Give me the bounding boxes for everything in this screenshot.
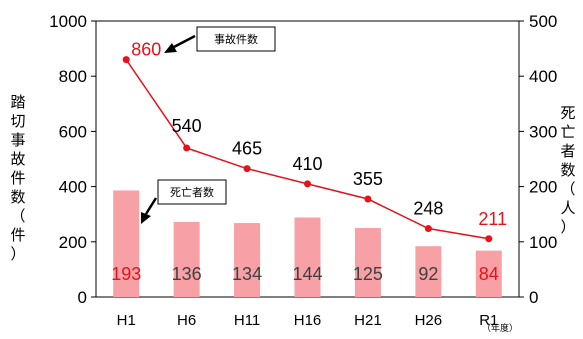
axis-title-char: 切 (10, 112, 25, 130)
right-tick-label-1: 100 (529, 233, 557, 252)
bar-data-labels: 193 136 134 144 125 92 84 (111, 264, 499, 284)
axis-title-char: 人 (560, 199, 575, 217)
line-label-3: 410 (292, 154, 322, 174)
right-tick-label-0: 0 (529, 288, 538, 307)
bar-label-3: 144 (292, 264, 322, 284)
axis-title-char: 亡 (560, 123, 575, 141)
axis-title-char: 件 (10, 169, 25, 187)
line-point-5 (424, 225, 432, 233)
callout-arrowhead-accidents (164, 43, 177, 53)
category-label-6: R1 (479, 312, 498, 329)
bar-label-5: 92 (418, 264, 438, 284)
y-axis-right-title: 死亡者数（人） (560, 104, 575, 236)
category-label-5: H26 (415, 312, 443, 329)
callout-box-accidents (196, 26, 276, 52)
line-point-3 (304, 180, 311, 188)
category-label-3: H16 (294, 312, 322, 329)
right-tick-label-3: 300 (529, 122, 557, 141)
bar-5 (415, 246, 442, 297)
bar-0 (113, 190, 140, 297)
category-label-4: H21 (354, 312, 382, 329)
line-label-1: 540 (172, 116, 202, 136)
callout-box-deaths (157, 179, 227, 205)
left-tick-label-3: 600 (59, 122, 87, 141)
axis-title-char: （ (10, 207, 25, 225)
axis-title-char: 故 (10, 150, 25, 168)
line-point-0 (122, 56, 130, 64)
bar-4 (354, 228, 381, 297)
x-unit-label: （年度） (482, 322, 518, 334)
left-tick-label-5: 1000 (49, 12, 87, 31)
line-label-2: 465 (232, 139, 262, 159)
axis-title-char: 件 (10, 226, 25, 244)
bar-1 (173, 221, 200, 297)
y-axis-left-title: 踏切事故件数（件） (10, 93, 25, 263)
axis-title-char: 事 (10, 131, 25, 149)
left-tick-label-0: 0 (78, 288, 87, 307)
line-point-1 (183, 144, 191, 152)
axis-title-char: （ (560, 180, 575, 198)
callout-text-accidents: 事故件数 (214, 32, 258, 46)
right-tick-label-4: 400 (529, 67, 557, 86)
right-tick-label-5: 500 (529, 12, 557, 31)
category-label-0: H1 (117, 312, 136, 329)
legend-callout-deaths: 死亡者数 (141, 179, 227, 224)
axis-title-char: 者 (560, 142, 575, 160)
axis-title-char: ） (560, 218, 575, 236)
right-tick-label-2: 200 (529, 178, 557, 197)
bar-2 (234, 223, 261, 297)
bar-label-1: 136 (172, 264, 202, 284)
line-series-points (122, 56, 493, 243)
line-point-2 (243, 165, 251, 173)
axis-title-char: 数 (560, 161, 575, 179)
bar-label-4: 125 (353, 264, 383, 284)
line-point-6 (485, 235, 493, 243)
callout-text-deaths: 死亡者数 (170, 185, 214, 199)
callout-arrow-deaths (144, 197, 158, 215)
line-label-6: 211 (478, 209, 507, 229)
category-label-2: H11 (234, 312, 260, 329)
axis-title-char: 踏 (10, 93, 25, 111)
right-axis-ticks: 0 100 200 300 400 500 (519, 12, 557, 307)
left-tick-label-1: 200 (59, 233, 87, 252)
line-label-5: 248 (413, 199, 443, 219)
line-point-4 (364, 195, 372, 203)
axis-title-char: 数 (10, 188, 25, 206)
bar-label-6: 84 (479, 264, 499, 284)
left-tick-label-2: 400 (59, 178, 87, 197)
bar-label-2: 134 (232, 264, 262, 284)
bar-6 (475, 250, 502, 297)
axis-title-char: ） (10, 245, 25, 263)
left-tick-label-4: 800 (59, 67, 87, 86)
callout-arrow-accidents (171, 34, 196, 50)
legend-callout-accidents: 事故件数 (164, 26, 276, 53)
category-labels: H1 H6 H11 H16 H21 H26 R1 (117, 312, 499, 329)
line-label-0: 860 (131, 40, 161, 60)
line-label-4: 355 (353, 169, 383, 189)
bar-series (113, 190, 502, 297)
category-label-1: H6 (177, 312, 196, 329)
line-data-labels: 860 540 465 410 355 248 211 (131, 40, 507, 229)
axis-title-char: 死 (560, 104, 575, 122)
left-axis-ticks: 0 200 400 600 800 1000 (49, 12, 96, 307)
callout-arrowhead-deaths (141, 212, 151, 224)
bar-3 (294, 217, 321, 297)
bar-label-0: 193 (111, 264, 141, 284)
